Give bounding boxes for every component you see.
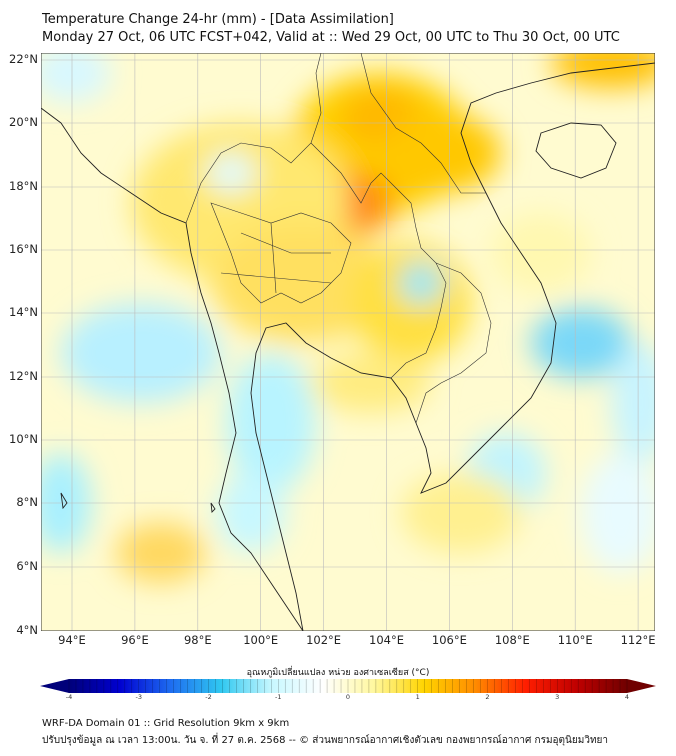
anomaly-region [399, 263, 443, 303]
lat-label: 8°N [16, 495, 38, 509]
colorbar-tick-label: 2 [485, 693, 490, 701]
lon-label: 106°E [431, 633, 467, 647]
anomaly-region [401, 473, 521, 553]
lon-label: 104°E [369, 633, 404, 647]
temperature-change-map [41, 53, 655, 631]
anomaly-region [531, 308, 631, 378]
lon-label: 94°E [58, 633, 86, 647]
anomaly-region [351, 243, 471, 363]
lon-label: 108°E [494, 633, 530, 647]
colorbar [40, 679, 656, 693]
anomaly-region [611, 343, 655, 463]
lat-label: 20°N [9, 115, 38, 129]
lat-label: 12°N [9, 369, 38, 383]
anomaly-region [116, 523, 206, 583]
colorbar-min-extend [40, 679, 69, 693]
colorbar-tick-label: 4 [624, 693, 630, 701]
anomaly-region [226, 353, 316, 493]
colorbar-tick-label: 3 [555, 693, 560, 701]
lon-label: 98°E [183, 633, 212, 647]
map-subtitle: Monday 27 Oct, 06 UTC FCST+042, Valid at… [42, 30, 620, 45]
lat-label: 14°N [9, 305, 38, 319]
footer-credits: ปรับปรุงข้อมูล ณ เวลา 13:00น. วัน จ. ที่… [42, 735, 609, 746]
colorbar-title: อุณหภูมิเปลี่ยนแปลง หน่วย องศาเซลเซียส (… [246, 668, 430, 678]
anomaly-region [311, 353, 431, 413]
anomaly-region [581, 453, 655, 573]
lon-label: 100°E [243, 633, 279, 647]
anomaly-region [491, 213, 591, 293]
lat-label: 16°N [9, 242, 38, 256]
lon-label: 112°E [620, 633, 656, 647]
lon-label: 110°E [557, 633, 593, 647]
colorbar-max-extend [627, 679, 656, 693]
footer-model-info: WRF-DA Domain 01 :: Grid Resolution 9km … [42, 718, 290, 729]
colorbar-tick-label: 0 [345, 693, 351, 701]
lat-label: 22°N [9, 52, 38, 66]
anomaly-region [216, 473, 286, 553]
lat-label: 6°N [16, 559, 38, 573]
anomaly-region [61, 303, 221, 403]
graticule [41, 53, 655, 631]
colorbar-tick-label: -4 [65, 693, 73, 701]
anomaly-region [41, 53, 111, 103]
anomaly-region [206, 153, 256, 193]
colorbar-tick-label: -1 [275, 693, 282, 701]
colorbar-tick-label: 1 [415, 693, 420, 701]
map-title: Temperature Change 24-hr (mm) - [Data As… [42, 12, 394, 27]
colorbar-gradient [69, 679, 627, 693]
colorbar-tick-label: -3 [135, 693, 142, 701]
lat-label: 4°N [16, 623, 38, 637]
borders [185, 53, 492, 424]
anomaly-region [381, 113, 501, 193]
colorbar-tick-label: -2 [205, 693, 212, 701]
lat-label: 10°N [9, 432, 38, 446]
coastlines [41, 62, 655, 631]
lon-label: 102°E [306, 633, 342, 647]
lon-label: 96°E [121, 633, 149, 647]
anomaly-region [551, 53, 655, 88]
lat-label: 18°N [9, 179, 38, 193]
